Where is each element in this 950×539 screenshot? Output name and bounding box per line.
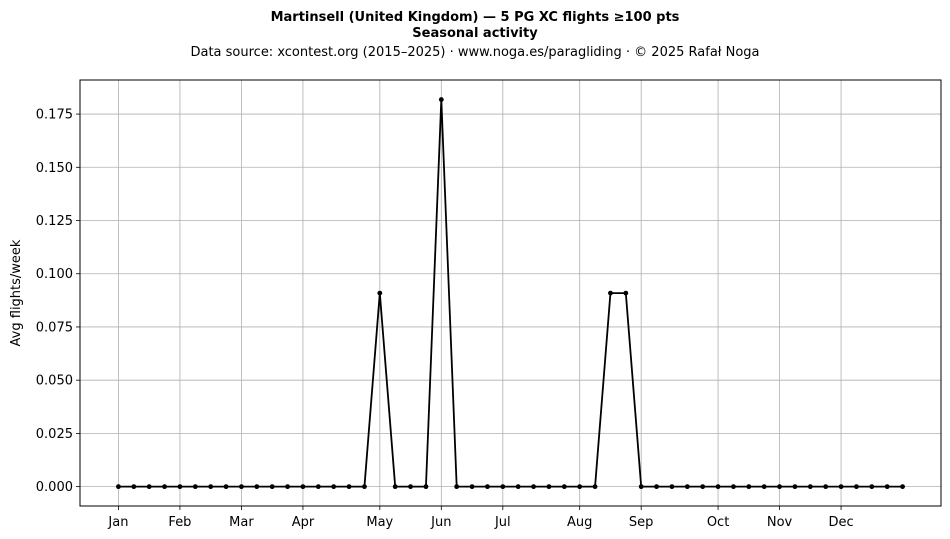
y-tick-label: 0.125: [36, 214, 73, 229]
data-point: [715, 484, 721, 490]
x-tick-label: Jul: [494, 515, 511, 530]
data-point: [592, 484, 598, 490]
data-point: [777, 484, 782, 490]
data-point: [561, 484, 567, 490]
data-point: [838, 484, 844, 490]
y-tick-label: 0.175: [36, 108, 73, 123]
data-point: [469, 484, 475, 490]
chart-title: Martinsell (United Kingdom) — 5 PG XC fl…: [271, 10, 680, 25]
x-tick-label: Sep: [629, 515, 654, 530]
x-tick-label: Feb: [168, 515, 191, 530]
data-point: [669, 484, 675, 490]
x-tick-label: Nov: [767, 515, 793, 530]
data-point: [900, 484, 905, 490]
y-tick-label: 0.000: [36, 480, 73, 495]
data-point: [408, 484, 413, 490]
plot-frame: [79, 79, 942, 507]
data-point: [331, 484, 337, 490]
data-point: [807, 484, 813, 490]
data-point: [884, 484, 890, 490]
data-point: [300, 484, 306, 490]
data-point: [515, 484, 521, 490]
x-tick-label: Dec: [828, 515, 853, 530]
data-point: [392, 484, 398, 490]
y-axis: 0.000 0.025 0.050 0.075 0.100 0.125 0.150 0.175: [36, 108, 80, 495]
chart-source-line: Data source: xcontest.org (2015–2025) · …: [190, 45, 759, 60]
data-point: [254, 484, 260, 490]
data-point: [285, 484, 290, 490]
x-tick-label: Oct: [707, 515, 729, 530]
x-tick-label: Aug: [567, 515, 592, 530]
data-point: [654, 484, 659, 490]
data-point: [162, 484, 167, 490]
series-line: [118, 98, 903, 488]
data-point: [223, 484, 229, 490]
data-point: [377, 290, 383, 296]
x-axis: Jan Feb Mar Apr May Jun Jul Aug Sep Oct Nov Dec: [107, 506, 854, 530]
data-point: [684, 484, 690, 490]
data-point: [854, 484, 859, 490]
data-point: [731, 484, 736, 490]
x-tick-label: Jan: [107, 515, 128, 530]
data-point: [577, 484, 583, 490]
data-point: [500, 484, 506, 490]
data-point: [454, 484, 460, 490]
data-point: [531, 484, 536, 490]
x-tick-label: May: [366, 515, 393, 530]
x-tick-label: Jun: [430, 515, 451, 530]
x-tick-label: Mar: [229, 515, 254, 530]
data-point: [700, 484, 706, 490]
y-tick-label: 0.025: [36, 427, 73, 442]
data-point: [638, 484, 644, 490]
data-point: [546, 484, 552, 490]
data-point: [623, 290, 629, 296]
data-point: [346, 484, 352, 490]
data-point: [823, 484, 829, 490]
chart-subtitle: Seasonal activity: [412, 26, 538, 41]
y-tick-label: 0.050: [36, 374, 73, 389]
data-point: [269, 484, 275, 490]
data-point: [608, 290, 613, 296]
data-point: [423, 484, 429, 490]
y-tick-label: 0.150: [36, 161, 73, 176]
data-point: [208, 484, 214, 490]
data-point: [146, 484, 152, 490]
y-tick-label: 0.100: [36, 267, 73, 282]
data-point: [761, 484, 767, 490]
data-point: [362, 484, 367, 490]
grid: [80, 80, 941, 506]
data-point: [315, 484, 321, 490]
data-point: [177, 484, 183, 490]
data-point: [239, 484, 244, 490]
data-point: [746, 484, 752, 490]
x-tick-label: Apr: [292, 515, 315, 530]
y-tick-label: 0.075: [36, 320, 73, 335]
data-point: [869, 484, 875, 490]
data-point: [438, 97, 444, 102]
data-point: [131, 484, 137, 490]
data-point: [192, 484, 198, 490]
data-point: [485, 484, 490, 490]
data-point: [116, 484, 121, 490]
data-point: [792, 484, 798, 490]
series-layer: [116, 97, 905, 490]
y-axis-label: Avg flights/week: [9, 239, 24, 346]
